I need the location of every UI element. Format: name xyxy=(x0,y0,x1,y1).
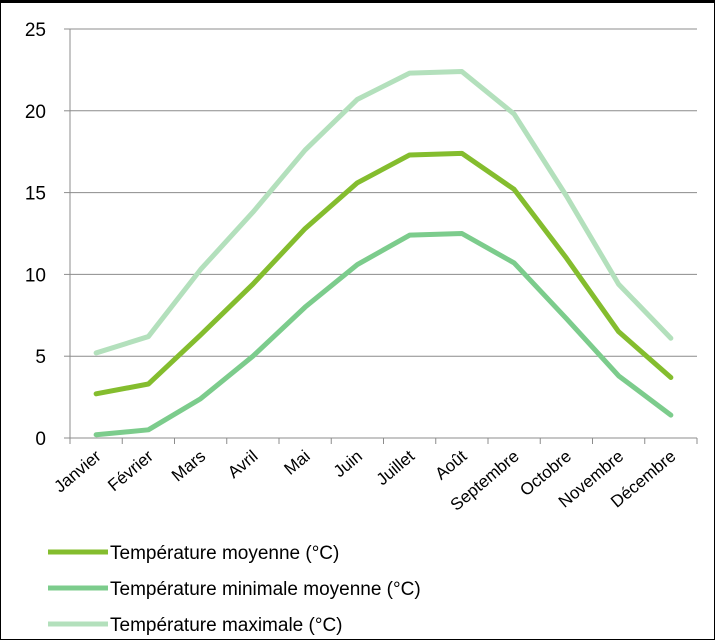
series-line xyxy=(93,150,674,397)
top-border xyxy=(0,0,715,3)
x-axis-ticks: Janvier Février Mars Avril Mai Juin Juillet Aoû… xyxy=(50,438,698,515)
x-tick-label: Juillet xyxy=(373,446,419,489)
y-tick-label: 15 xyxy=(25,184,46,205)
y-axis-ticks: 0 5 10 15 20 25 xyxy=(25,20,70,450)
x-tick-label: Février xyxy=(104,446,157,495)
series-lines xyxy=(93,69,674,438)
x-tick-label: Mai xyxy=(280,447,313,479)
y-tick-label: 5 xyxy=(35,347,46,368)
gridlines xyxy=(70,28,697,357)
y-tick-label: 0 xyxy=(35,429,46,450)
x-tick-label: Juin xyxy=(330,447,366,482)
legend-label: Température moyenne (°C) xyxy=(110,543,339,564)
x-tick-label: Août xyxy=(431,446,470,483)
series-line xyxy=(93,231,674,438)
y-tick-label: 25 xyxy=(25,20,46,41)
legend-label: Température maximale (°C) xyxy=(110,615,343,636)
x-tick-label: Mars xyxy=(168,447,209,486)
axes xyxy=(69,29,697,439)
x-tick-label: Avril xyxy=(224,447,261,483)
y-tick-label: 10 xyxy=(25,265,46,286)
series-line xyxy=(93,69,674,356)
y-tick-label: 20 xyxy=(25,102,46,123)
legend-label: Température minimale moyenne (°C) xyxy=(110,579,421,600)
x-tick-label: Janvier xyxy=(50,446,104,496)
legend: Température moyenne (°C) Température mini… xyxy=(48,543,421,636)
